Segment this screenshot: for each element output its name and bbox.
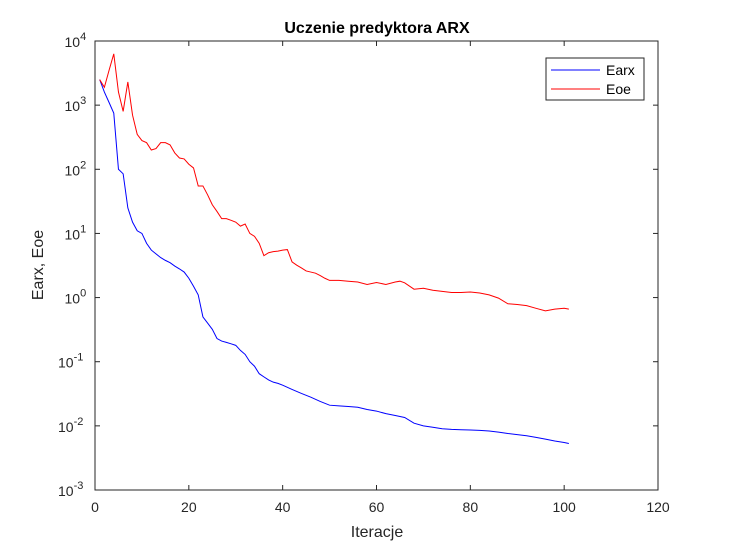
x-tick-label: 40	[275, 499, 291, 515]
y-tick-label: 10-1	[58, 352, 83, 371]
y-axis-label: Earx, Eoe	[30, 230, 47, 300]
legend-label-earx: Earx	[606, 62, 635, 78]
legend-label-eoe: Eoe	[606, 81, 631, 97]
x-tick-label: 0	[91, 499, 99, 515]
series-layer	[99, 53, 569, 445]
y-tick-label: 101	[65, 223, 87, 242]
y-tick-label: 10-2	[58, 416, 83, 435]
y-tick-label: 100	[65, 288, 87, 307]
x-tick-label: 80	[463, 499, 479, 515]
x-axis-label: Iteracje	[351, 524, 404, 541]
x-tick-label: 100	[552, 499, 576, 515]
plot-area	[94, 40, 659, 491]
y-tick-label: 103	[65, 95, 87, 114]
y-tick-label: 102	[65, 159, 87, 178]
chart-title: Uczenie predyktora ARX	[284, 20, 470, 37]
x-tick-label: 120	[646, 499, 670, 515]
y-tick-label: 104	[65, 31, 87, 50]
series-line-earx	[99, 79, 569, 445]
y-tick-label: 10-3	[58, 480, 83, 499]
legend-box	[545, 57, 645, 101]
legend: Earx Eoe	[545, 57, 645, 101]
x-tick-label: 60	[369, 499, 385, 515]
x-tick-label: 20	[181, 499, 197, 515]
series-line-eoe	[99, 53, 569, 312]
ticks-layer: 0 20 40 60 80 100 120 10-3 10-2 10-1 100 101 102 103 1…	[58, 31, 670, 515]
